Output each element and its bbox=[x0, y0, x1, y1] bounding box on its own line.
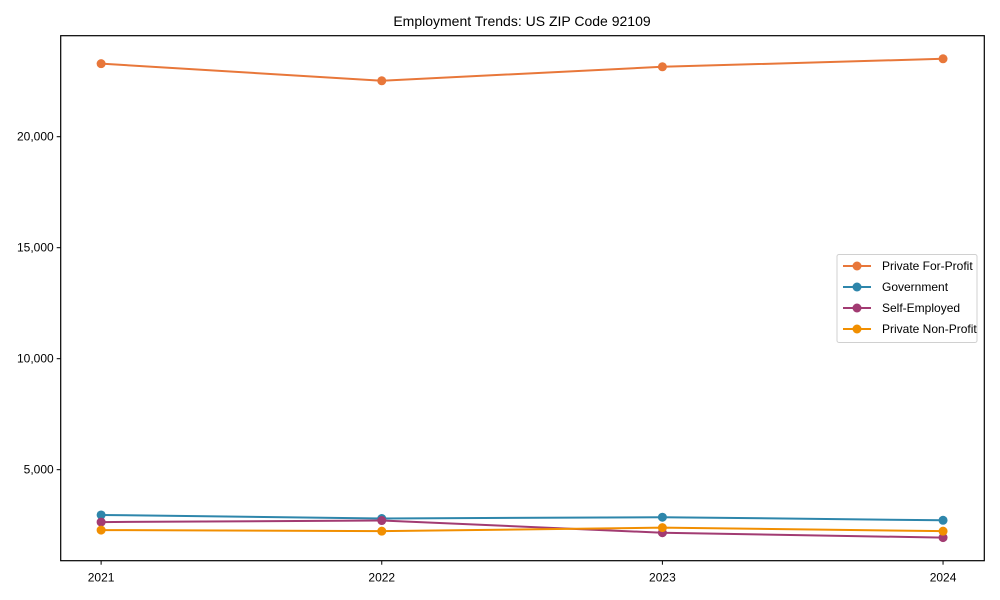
legend-label: Self-Employed bbox=[882, 301, 960, 315]
data-point-marker bbox=[938, 533, 948, 543]
data-point-marker bbox=[96, 525, 106, 535]
series-line bbox=[101, 57, 944, 82]
series-line bbox=[101, 519, 944, 539]
y-tick-label: 5,000 bbox=[24, 463, 54, 477]
series-private-non-profit bbox=[96, 523, 948, 536]
series-line bbox=[101, 526, 944, 533]
legend-item: Government bbox=[843, 280, 949, 294]
plot-area bbox=[60, 35, 985, 561]
legend-marker-icon bbox=[852, 303, 862, 313]
legend-label: Private For-Profit bbox=[882, 259, 973, 273]
legend-item: Self-Employed bbox=[843, 301, 960, 315]
y-tick-label: 10,000 bbox=[17, 352, 54, 366]
data-point-marker bbox=[377, 526, 387, 536]
data-point-marker bbox=[938, 54, 948, 64]
x-tick-label: 2024 bbox=[930, 571, 957, 585]
data-point-marker bbox=[938, 515, 948, 525]
series-layer bbox=[96, 54, 948, 543]
legend-label: Private Non-Profit bbox=[882, 322, 977, 336]
y-tick-label: 15,000 bbox=[17, 241, 54, 255]
data-point-marker bbox=[657, 62, 667, 72]
x-tick-label: 2022 bbox=[368, 571, 395, 585]
legend-marker-icon bbox=[852, 324, 862, 334]
data-point-marker bbox=[96, 510, 106, 520]
legend-item: Private For-Profit bbox=[843, 259, 973, 273]
legend-box bbox=[836, 254, 978, 343]
y-tick-label: 20,000 bbox=[17, 130, 54, 144]
legend: Private For-Profit Government Self-Employe… bbox=[836, 254, 978, 343]
legend-label: Government bbox=[882, 280, 949, 294]
series-line bbox=[101, 513, 944, 522]
data-point-marker bbox=[657, 523, 667, 533]
x-axis: 2021 2022 2023 2024 bbox=[88, 560, 957, 585]
legend-marker-icon bbox=[852, 282, 862, 292]
data-point-marker bbox=[377, 516, 387, 526]
data-point-marker bbox=[938, 526, 948, 536]
legend-item: Private Non-Profit bbox=[843, 322, 977, 336]
data-point-marker bbox=[377, 76, 387, 86]
x-tick-label: 2021 bbox=[88, 571, 115, 585]
x-tick-label: 2023 bbox=[649, 571, 676, 585]
y-axis: 5,000 10,000 15,000 20,000 bbox=[17, 130, 61, 477]
series-private-for-profit bbox=[96, 54, 948, 86]
plot-frame bbox=[60, 35, 985, 562]
chart-title: Employment Trends: US ZIP Code 92109 bbox=[393, 13, 651, 29]
data-point-marker bbox=[96, 59, 106, 69]
data-point-marker bbox=[96, 517, 106, 527]
data-point-marker bbox=[657, 512, 667, 522]
legend-marker-icon bbox=[852, 261, 862, 271]
